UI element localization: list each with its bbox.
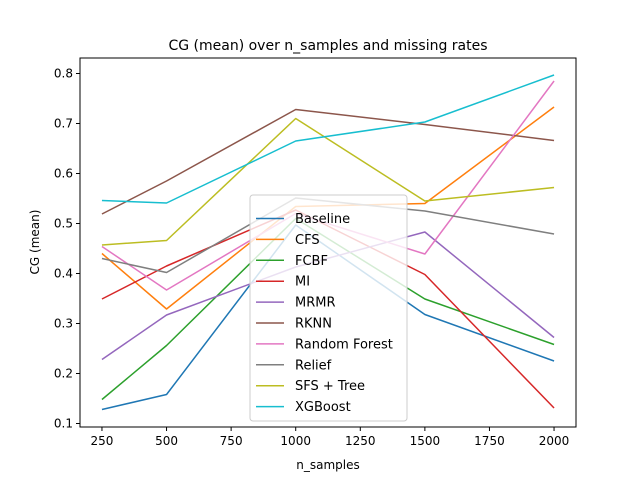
legend-label-baseline: Baseline (295, 212, 350, 227)
series-line-rknn (101, 108, 555, 215)
x-tick-label: 1000 (280, 434, 311, 448)
y-tick-label: 0.3 (54, 317, 73, 331)
x-tick-label: 2000 (539, 434, 570, 448)
x-tick-label: 1250 (345, 434, 376, 448)
y-tick-label: 0.6 (54, 167, 73, 181)
y-tick-label: 0.5 (54, 217, 73, 231)
legend: Baseline CFS FCBF MI MRMR RKNN Random Forest Re… (249, 194, 408, 422)
x-tick-label: 250 (91, 434, 114, 448)
legend-label-random-forest: Random Forest (295, 337, 393, 352)
legend-label-xgboost: XGBoost (295, 400, 351, 415)
x-axis-ticks: 250 500 750 1000 1250 1500 1750 2000 (91, 427, 570, 448)
y-axis-ticks: 0.1 0.2 0.3 0.4 0.5 0.6 0.7 0.8 (54, 67, 80, 431)
legend-label-relief: Relief (295, 358, 332, 373)
x-tick-label: 1500 (410, 434, 441, 448)
series-line-xgboost (101, 74, 555, 204)
legend-label-fcbf: FCBF (295, 254, 328, 269)
x-tick-label: 500 (155, 434, 178, 448)
plot-frame (79, 57, 577, 428)
y-tick-label: 0.7 (54, 117, 73, 131)
legend-items: Baseline CFS FCBF MI MRMR RKNN Random Forest Re… (256, 212, 393, 415)
legend-label-rknn: RKNN (295, 317, 332, 332)
legend-label-mrmr: MRMR (295, 296, 336, 311)
chart-title: CG (mean) over n_samples and missing rat… (168, 38, 487, 54)
legend-label-cfs: CFS (295, 233, 320, 248)
y-tick-label: 0.4 (54, 267, 73, 281)
y-tick-label: 0.2 (54, 367, 73, 381)
x-tick-label: 1750 (474, 434, 505, 448)
y-tick-label: 0.1 (54, 417, 73, 431)
x-axis-label: n_samples (296, 458, 360, 472)
x-tick-label: 750 (220, 434, 243, 448)
legend-label-sfs-tree: SFS + Tree (295, 379, 365, 394)
y-tick-label: 0.8 (54, 67, 73, 81)
legend-label-mi: MI (295, 275, 310, 290)
series-line-sfs-tree (101, 117, 555, 246)
legend-box (249, 194, 408, 422)
y-axis-label: CG (mean) (28, 210, 42, 275)
